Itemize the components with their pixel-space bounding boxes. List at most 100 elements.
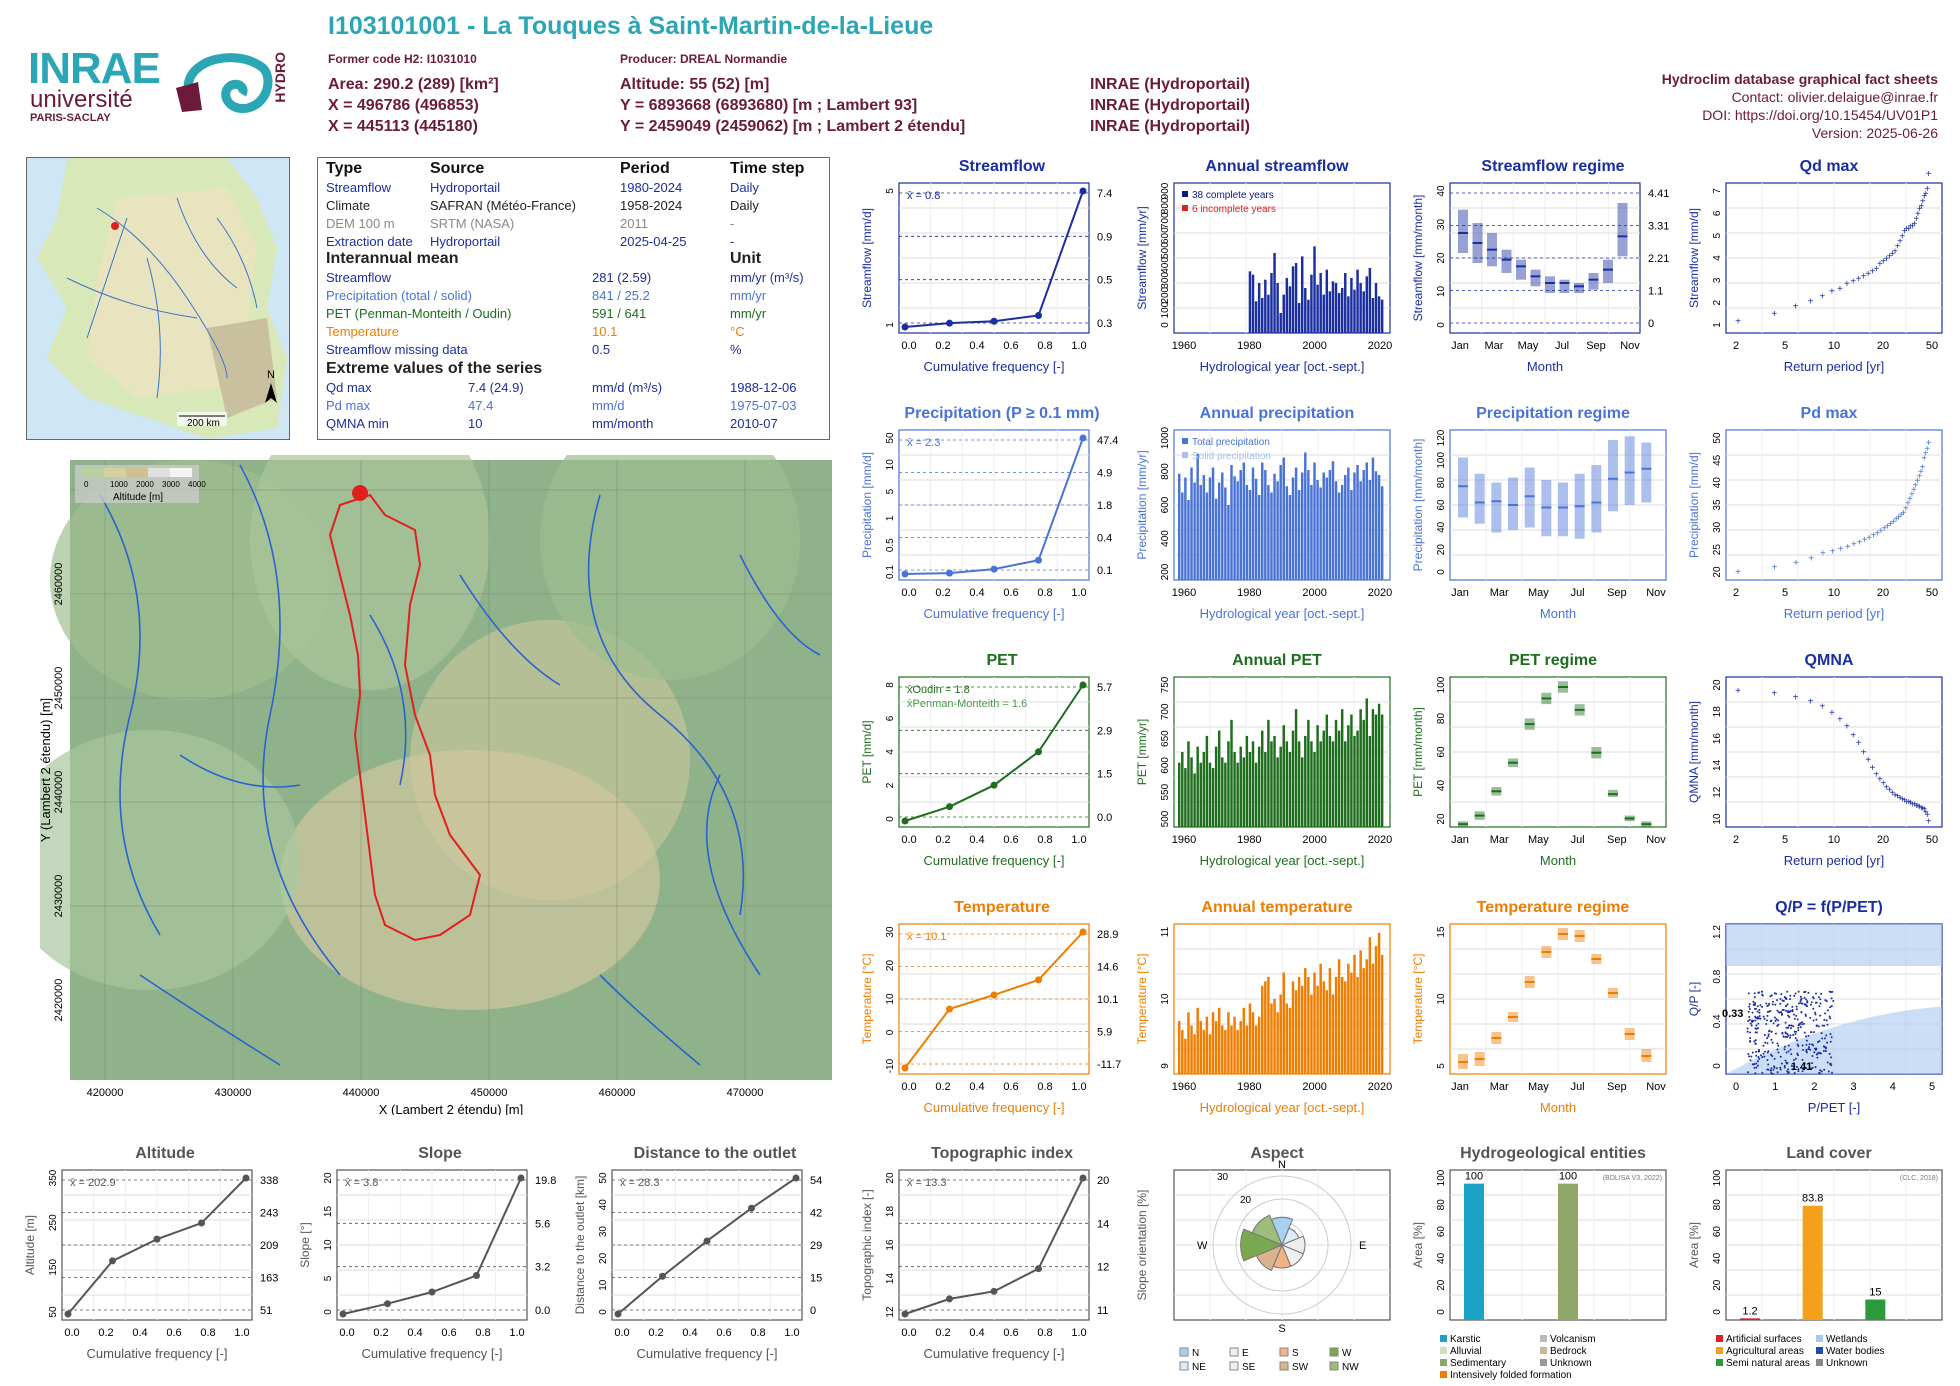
- bar: [1359, 950, 1362, 1074]
- y-tick-label: 100: [1436, 452, 1447, 469]
- data-point: +: [1904, 224, 1910, 235]
- data-point: [1786, 990, 1789, 993]
- data-point: [1789, 994, 1792, 997]
- x-tick-label: 0.8: [1037, 340, 1052, 352]
- data-point: [1790, 1065, 1793, 1068]
- bar: [1224, 487, 1227, 580]
- data-point: [1796, 1039, 1799, 1042]
- legend-label: Bedrock: [1550, 1346, 1588, 1357]
- y-axis-label: Streamflow [mm/d]: [1687, 208, 1701, 308]
- x-axis-label: Month: [1540, 853, 1576, 868]
- river-line: [139, 974, 281, 1066]
- x-tick-label: 1960: [1172, 587, 1196, 599]
- bar: [1344, 273, 1347, 333]
- bar: [1365, 276, 1369, 333]
- mean-row-0-col1: 281 (2.59): [592, 270, 652, 285]
- doi-link[interactable]: DOI: https://doi.org/10.15454/UV01P1: [1702, 107, 1938, 123]
- bar: [1270, 273, 1273, 333]
- y-tick-label: 18: [885, 1206, 896, 1218]
- bar: [1328, 291, 1332, 333]
- y-tick-label: 6: [885, 715, 896, 721]
- mean-label: x̄Oudin = 1.8: [907, 684, 970, 696]
- data-point: [1830, 1005, 1833, 1008]
- data-point: +: [1907, 494, 1913, 505]
- x-tick-label: 1.0: [784, 1327, 799, 1339]
- data-point: [1748, 1018, 1751, 1021]
- y-axis-label: Streamflow [mm/yr]: [1135, 206, 1149, 309]
- y-tick-label: 150: [48, 1259, 59, 1276]
- data-point: [1761, 1005, 1764, 1008]
- qd-max-chart: Qd max Return period [yr] Streamflow [mm/d…: [1684, 153, 1954, 393]
- temperature-regime-chart: Temperature regime Month Temperature [°C] J…: [1408, 894, 1678, 1134]
- right-tick-label: 1.8: [1097, 500, 1112, 512]
- data-point: [1776, 1009, 1779, 1012]
- data-point: [1803, 1062, 1806, 1065]
- interannual-title: Interannual mean: [326, 250, 459, 267]
- y-tick-label: 50: [48, 1306, 59, 1318]
- data-point: [946, 319, 953, 327]
- legend-swatch: [1182, 191, 1188, 197]
- data-point: [1776, 1019, 1779, 1022]
- data-point: +: [1920, 803, 1926, 814]
- data-point: [1751, 1019, 1754, 1022]
- bar: [1254, 301, 1258, 333]
- box: [1603, 259, 1613, 283]
- contact-link[interactable]: Contact: olivier.delaigue@inrae.fr: [1731, 89, 1938, 105]
- x-tick-label: Mar: [1485, 340, 1504, 352]
- data-point: [990, 565, 998, 573]
- x-tick-label: 0.2: [373, 1327, 388, 1339]
- data-point: [1749, 1031, 1752, 1034]
- x-axis-label: Cumulative frequency [-]: [362, 1346, 503, 1361]
- right-tick-label: 0.1: [1097, 565, 1112, 577]
- data-point: +: [1910, 800, 1916, 811]
- data-point: [1796, 1018, 1799, 1021]
- data-point: [901, 1064, 909, 1072]
- data-point: [1799, 1000, 1802, 1003]
- y-tick-label: 20: [1436, 544, 1447, 556]
- right-tick-label: 15: [810, 1273, 822, 1285]
- right-tick-label: 5.6: [535, 1218, 550, 1230]
- river-line: [239, 464, 341, 976]
- data-point: [748, 1204, 755, 1212]
- src2b-text: INRAE (Hydroportail): [1090, 118, 1250, 135]
- map-x-tick: 450000: [471, 1087, 508, 1099]
- y-tick-label: 40: [1712, 1252, 1723, 1264]
- data-point: [1819, 1002, 1822, 1005]
- data-point: [1795, 1014, 1798, 1017]
- annual-streamflow-chart: Annual streamflow Hydrological year [oct.…: [1132, 153, 1402, 393]
- hydro-logo-text: HYDRO: [272, 52, 288, 103]
- bar: [1380, 714, 1384, 827]
- bar: [1307, 470, 1310, 580]
- bar: [1285, 486, 1289, 580]
- box: [1501, 249, 1512, 273]
- legend-swatch: [1279, 1361, 1289, 1371]
- temperature-chart: Temperature Cumulative frequency [-] Tempe…: [857, 894, 1127, 1134]
- river-line: [587, 494, 745, 916]
- x-tick-label: 0.0: [901, 834, 916, 846]
- data-point: [1771, 1054, 1774, 1057]
- bar: [1334, 976, 1338, 1074]
- legend-swatch: [1182, 205, 1188, 211]
- y-tick-label: 350: [48, 1169, 59, 1186]
- data-point: +: [1887, 252, 1893, 263]
- data-point: [1779, 1002, 1782, 1005]
- bar: [1377, 932, 1381, 1074]
- chart-title: Q/P = f(P/PET): [1775, 899, 1883, 916]
- data-point: [1763, 1055, 1766, 1058]
- data-point: [1789, 1048, 1792, 1051]
- data-point: [1753, 1002, 1756, 1005]
- data-point: [1768, 1030, 1771, 1033]
- data-point: [1746, 1030, 1749, 1033]
- y-tick-label: 200: [1160, 286, 1171, 303]
- info-row-0-col2: 1980-2024: [620, 180, 683, 195]
- x-tick-label: 20: [1877, 834, 1889, 846]
- topographic-chart: Topographic index Cumulative frequency [-…: [857, 1140, 1127, 1380]
- river-line: [705, 774, 761, 976]
- data-point: [1792, 1013, 1795, 1016]
- data-point: +: [1913, 214, 1919, 225]
- bar: [1273, 735, 1276, 827]
- data-point: +: [1793, 302, 1799, 313]
- y-tick-label: 20: [1436, 1279, 1447, 1291]
- x-tick-label: Jan: [1451, 340, 1469, 352]
- data-point: +: [1915, 801, 1921, 812]
